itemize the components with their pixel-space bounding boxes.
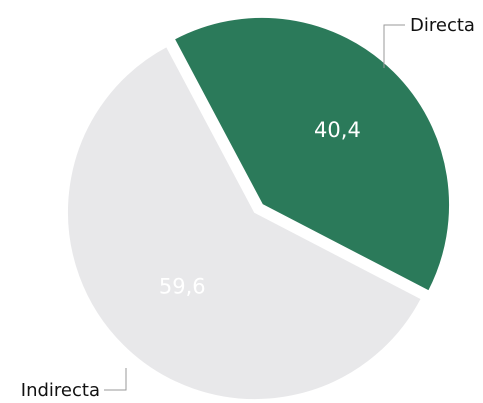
slice-value-label-directa: 40,4 bbox=[314, 118, 361, 142]
leader-line-indirecta bbox=[104, 368, 127, 391]
slice-value-label-indirecta: 59,6 bbox=[159, 274, 206, 298]
pie-slice-indirecta bbox=[66, 44, 424, 401]
category-label-indirecta: Indirecta bbox=[21, 380, 100, 401]
pie-slice-directa bbox=[172, 15, 452, 293]
category-label-directa: Directa bbox=[410, 15, 475, 36]
leader-line-directa bbox=[383, 24, 405, 68]
